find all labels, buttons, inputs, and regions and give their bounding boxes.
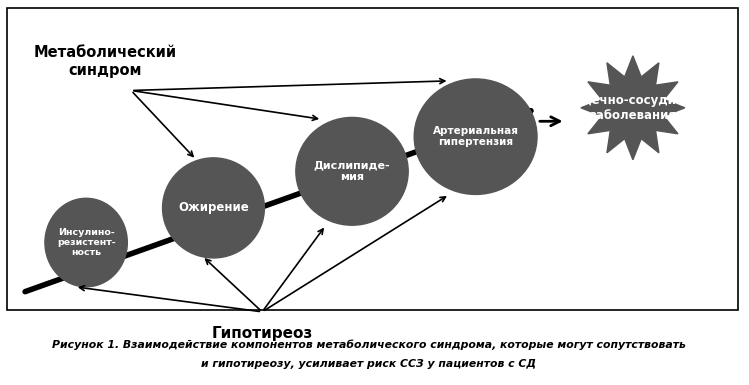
FancyArrowPatch shape: [134, 79, 445, 90]
Text: Ожирение: Ожирение: [178, 201, 249, 214]
FancyArrowPatch shape: [264, 197, 446, 310]
FancyArrowPatch shape: [134, 91, 318, 121]
Ellipse shape: [296, 117, 408, 225]
Text: Дислипиде-
мия: Дислипиде- мия: [314, 161, 390, 182]
Text: и гипотиреозу, усиливает риск ССЗ у пациентов с СД: и гипотиреозу, усиливает риск ССЗ у паци…: [201, 359, 536, 369]
Text: Сердечно-сосудистые
заболевания: Сердечно-сосудистые заболевания: [557, 94, 709, 122]
FancyArrowPatch shape: [25, 109, 531, 292]
Ellipse shape: [163, 158, 264, 258]
Text: Гипотиреоз: Гипотиреоз: [211, 326, 313, 340]
Text: Артериальная
гипертензия: Артериальная гипертензия: [433, 126, 518, 147]
FancyArrowPatch shape: [79, 286, 259, 311]
Ellipse shape: [414, 79, 537, 194]
Bar: [7, 8, 738, 310]
FancyArrowPatch shape: [133, 92, 193, 156]
Polygon shape: [581, 56, 685, 160]
FancyArrowPatch shape: [206, 259, 260, 310]
FancyArrowPatch shape: [540, 117, 560, 126]
Text: Рисунок 1. Взаимодействие компонентов метаболического синдрома, которые могут со: Рисунок 1. Взаимодействие компонентов ме…: [52, 339, 685, 350]
Text: Метаболический
синдром: Метаболический синдром: [34, 45, 177, 78]
FancyArrowPatch shape: [264, 229, 323, 310]
Text: Инсулино-
резистент-
ность: Инсулино- резистент- ность: [57, 228, 115, 258]
Ellipse shape: [45, 198, 127, 287]
